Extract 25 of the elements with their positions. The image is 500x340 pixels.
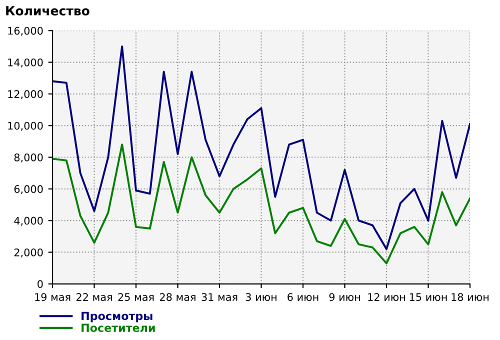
x-tick-label: 28 мая (160, 293, 196, 301)
x-tick-label: 3 июн (246, 293, 276, 301)
y-tick-label: 14,000 (8, 58, 43, 68)
x-tick-label: 9 июн (329, 293, 360, 301)
legend-label: Посетители (82, 324, 155, 332)
y-tick-label: 4,000 (14, 216, 43, 226)
x-tick-label: 25 мая (118, 293, 154, 301)
legend-label: Просмотры (82, 312, 152, 322)
y-tick-label: 0 (38, 280, 43, 288)
x-tick-label: 18 июн (452, 293, 489, 301)
y-tick-label: 6,000 (14, 185, 43, 194)
x-tick-label: 31 мая (202, 293, 238, 301)
y-tick-label: 8,000 (14, 153, 43, 162)
line-series (52, 45, 470, 250)
x-tick-label: 22 мая (76, 293, 112, 301)
y-tick-label: 16,000 (8, 26, 43, 36)
y-tick-label: 12,000 (8, 90, 43, 100)
x-tick-label: 15 июн (410, 293, 447, 301)
x-tick-label: 6 июн (288, 293, 318, 301)
line-series (52, 144, 470, 264)
x-tick-label: 19 мая (35, 293, 70, 301)
x-tick-label: 12 июн (368, 293, 406, 301)
y-tick-label: 10,000 (8, 122, 43, 131)
chart-title: Количество (6, 6, 90, 16)
y-tick-label: 2,000 (14, 248, 43, 258)
